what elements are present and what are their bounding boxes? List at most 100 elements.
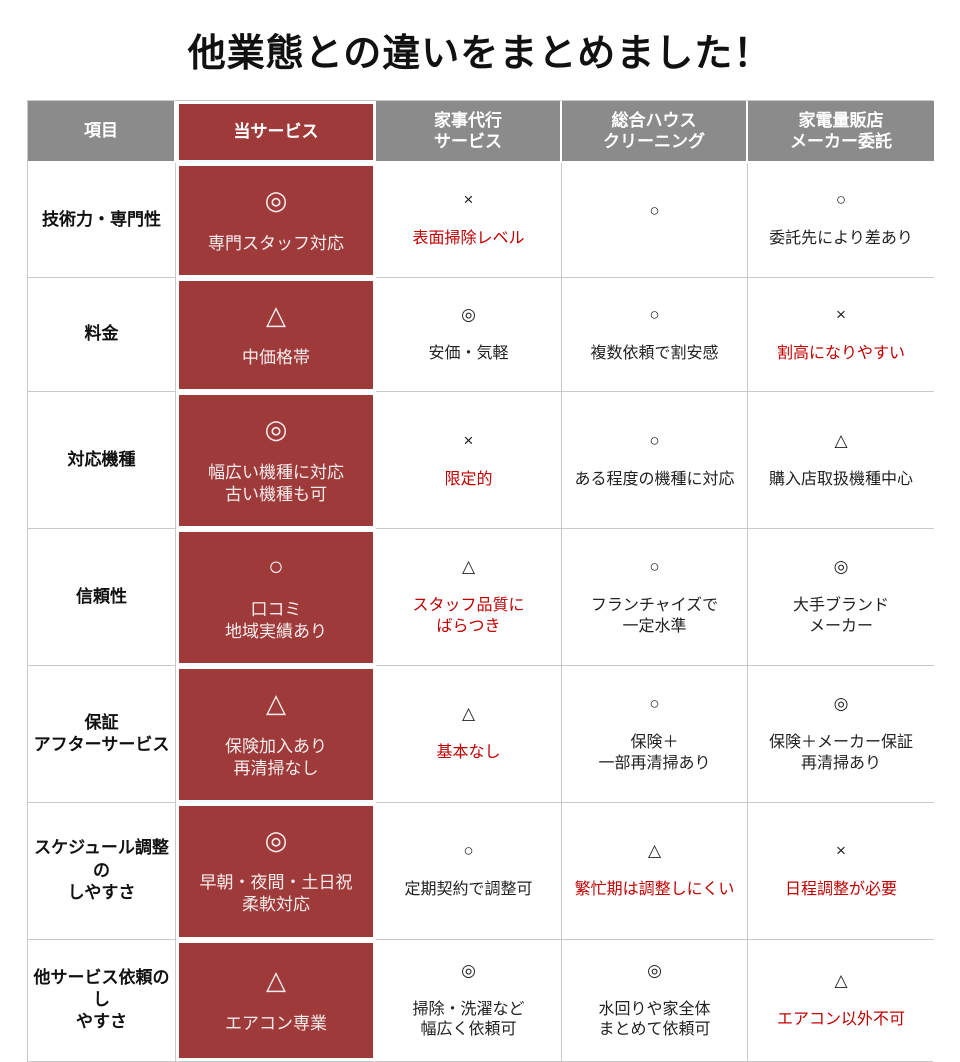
rating-note: 定期契約で調整可: [404, 881, 533, 899]
rating-note: スタッフ品質に ばらつき: [412, 597, 525, 636]
rating-symbol: △: [647, 841, 662, 861]
rating-note: 口コミ 地域実績あり: [225, 599, 327, 641]
rating-note: 水回りや家全体 まとめて依頼可: [598, 1000, 711, 1039]
table-row-other-services: 他サービス依頼のし やすさ △ エアコン専業 ◎ 掃除・洗濯など 幅広く依頼可 …: [28, 939, 934, 1062]
rating-note: 幅広い機種に対応 古い機種も可: [208, 462, 344, 505]
comparison-table: 項目 当サービス 家事代行 サービス 総合ハウス クリーニング 家電量販店 メー…: [28, 101, 934, 1062]
rating-symbol: △: [266, 687, 286, 718]
table-row-tech: 技術力・専門性 ◎ 専門スタッフ対応 × 表面掃除レベル ○ ○ 委託先により差…: [28, 163, 934, 278]
rating-symbol: ○: [649, 557, 660, 577]
rating-symbol: ○: [463, 841, 474, 861]
rating-symbol: ○: [649, 305, 660, 325]
rating-note: 保険加入あり 再清掃なし: [225, 736, 327, 778]
row-label-price: 料金: [28, 277, 176, 393]
rating-symbol: △: [461, 704, 476, 724]
table-row-warranty: 保証 アフターサービス △ 保険加入あり 再清掃なし △ 基本なし ○ 保険＋ …: [28, 665, 934, 803]
rating-symbol: ◎: [833, 693, 849, 713]
cell-other-housecleaning: ◎ 水回りや家全体 まとめて依頼可: [562, 939, 748, 1062]
rating-note: 表面掃除レベル: [412, 230, 525, 248]
cell-models-housecleaning: ○ ある程度の機種に対応: [562, 392, 748, 530]
cell-reliability-ours: ○ 口コミ 地域実績あり: [176, 529, 376, 666]
cell-tech-ours: ◎ 専門スタッフ対応: [176, 163, 376, 278]
rating-symbol: ◎: [833, 557, 849, 577]
cell-reliability-retailer: ◎ 大手ブランド メーカー: [748, 529, 934, 666]
rating-symbol: ○: [268, 551, 284, 582]
rating-symbol: ○: [649, 200, 660, 220]
cell-tech-retailer: ○ 委託先により差あり: [748, 163, 934, 278]
rating-note: エアコン以外不可: [776, 1010, 905, 1028]
row-label-tech: 技術力・専門性: [28, 163, 176, 278]
rating-note: ある程度の機種に対応: [574, 470, 735, 488]
cell-price-housekeeping: ◎ 安価・気軽: [376, 277, 562, 393]
rating-note: 購入店取扱機種中心: [768, 470, 913, 488]
header-housekeeping: 家事代行 サービス: [376, 101, 562, 163]
rating-symbol: △: [461, 557, 476, 577]
row-label-models: 対応機種: [28, 392, 176, 530]
cell-warranty-housekeeping: △ 基本なし: [376, 665, 562, 803]
rating-symbol: △: [834, 430, 848, 450]
rating-symbol: △: [834, 970, 848, 990]
rating-symbol: ○: [649, 693, 660, 713]
cell-warranty-housecleaning: ○ 保険＋ 一部再清掃あり: [562, 665, 748, 803]
cell-models-retailer: △ 購入店取扱機種中心: [748, 392, 934, 530]
rating-symbol: ×: [836, 841, 846, 861]
rating-symbol: ◎: [264, 824, 288, 855]
rating-symbol: ○: [649, 430, 660, 450]
page-title: 他業態との違いをまとめました！: [187, 33, 773, 75]
cell-price-ours: △ 中価格帯: [176, 277, 376, 393]
rating-note: エアコン専業: [225, 1013, 327, 1033]
table-row-models: 対応機種 ◎ 幅広い機種に対応 古い機種も可 × 限定的 ○ ある程度の機種に対…: [28, 392, 934, 530]
rating-note: 中価格帯: [242, 348, 310, 368]
rating-note: 早朝・夜間・土日祝 柔軟対応: [199, 873, 353, 915]
rating-note: 委託先により差あり: [769, 230, 913, 248]
cell-models-ours: ◎ 幅広い機種に対応 古い機種も可: [176, 392, 376, 530]
cell-warranty-retailer: ◎ 保険＋メーカー保証 再清掃あり: [748, 665, 934, 803]
rating-note: 専門スタッフ対応: [208, 233, 344, 253]
rating-note: 掃除・洗濯など 幅広く依頼可: [412, 1000, 525, 1039]
cell-tech-housekeeping: × 表面掃除レベル: [376, 163, 562, 278]
rating-symbol: ×: [463, 430, 474, 450]
rating-symbol: ×: [836, 305, 846, 325]
rating-note: 保険＋メーカー保証 再清掃あり: [768, 734, 913, 772]
row-label-other-services: 他サービス依頼のし やすさ: [28, 939, 176, 1062]
rating-note: 大手ブランド メーカー: [792, 597, 889, 636]
cell-reliability-housekeeping: △ スタッフ品質に ばらつき: [376, 529, 562, 666]
cell-reliability-housecleaning: ○ フランチャイズで 一定水準: [562, 529, 748, 666]
rating-note: 日程調整が必要: [784, 881, 897, 899]
cell-other-ours: △ エアコン専業: [176, 939, 376, 1062]
cell-other-retailer: △ エアコン以外不可: [748, 939, 934, 1062]
rating-note: 割高になりやすい: [776, 345, 905, 363]
rating-note: 安価・気軽: [428, 345, 509, 363]
cell-tech-housecleaning: ○: [562, 163, 748, 278]
table-row-schedule: スケジュール調整の しやすさ ◎ 早朝・夜間・土日祝 柔軟対応 ○ 定期契約で調…: [28, 802, 934, 940]
row-label-schedule: スケジュール調整の しやすさ: [28, 802, 176, 940]
rating-symbol: ◎: [647, 960, 662, 980]
rating-symbol: ◎: [461, 305, 476, 325]
row-label-reliability: 信頼性: [28, 529, 176, 666]
cell-schedule-ours: ◎ 早朝・夜間・土日祝 柔軟対応: [176, 802, 376, 940]
rating-note: 基本なし: [436, 744, 501, 762]
cell-price-retailer: × 割高になりやすい: [748, 277, 934, 393]
rating-symbol: △: [266, 965, 286, 995]
row-label-warranty: 保証 アフターサービス: [28, 665, 176, 803]
rating-symbol: ○: [835, 190, 847, 210]
cell-other-housekeeping: ◎ 掃除・洗濯など 幅広く依頼可: [376, 939, 562, 1062]
rating-symbol: ◎: [264, 185, 288, 215]
rating-note: フランチャイズで 一定水準: [590, 597, 719, 636]
comparison-table-container: 項目 当サービス 家事代行 サービス 総合ハウス クリーニング 家電量販店 メー…: [27, 100, 934, 1062]
cell-schedule-housekeeping: ○ 定期契約で調整可: [376, 802, 562, 940]
header-item: 項目: [28, 101, 176, 163]
header-row: 項目 当サービス 家事代行 サービス 総合ハウス クリーニング 家電量販店 メー…: [28, 101, 934, 163]
rating-symbol: ×: [463, 190, 474, 210]
cell-schedule-housecleaning: △ 繁忙期は調整しにくい: [562, 802, 748, 940]
header-housecleaning: 総合ハウス クリーニング: [562, 101, 748, 163]
header-our-service: 当サービス: [176, 101, 376, 163]
cell-warranty-ours: △ 保険加入あり 再清掃なし: [176, 665, 376, 803]
table-row-price: 料金 △ 中価格帯 ◎ 安価・気軽 ○ 複数依頼で割安感 × 割高になりやすい: [28, 277, 934, 393]
cell-price-housecleaning: ○ 複数依頼で割安感: [562, 277, 748, 393]
rating-note: 複数依頼で割安感: [590, 345, 719, 363]
rating-symbol: ◎: [461, 960, 476, 980]
header-retailer: 家電量販店 メーカー委託: [748, 101, 934, 163]
cell-schedule-retailer: × 日程調整が必要: [748, 802, 934, 940]
table-row-reliability: 信頼性 ○ 口コミ 地域実績あり △ スタッフ品質に ばらつき ○ フランチャイ…: [28, 529, 934, 666]
